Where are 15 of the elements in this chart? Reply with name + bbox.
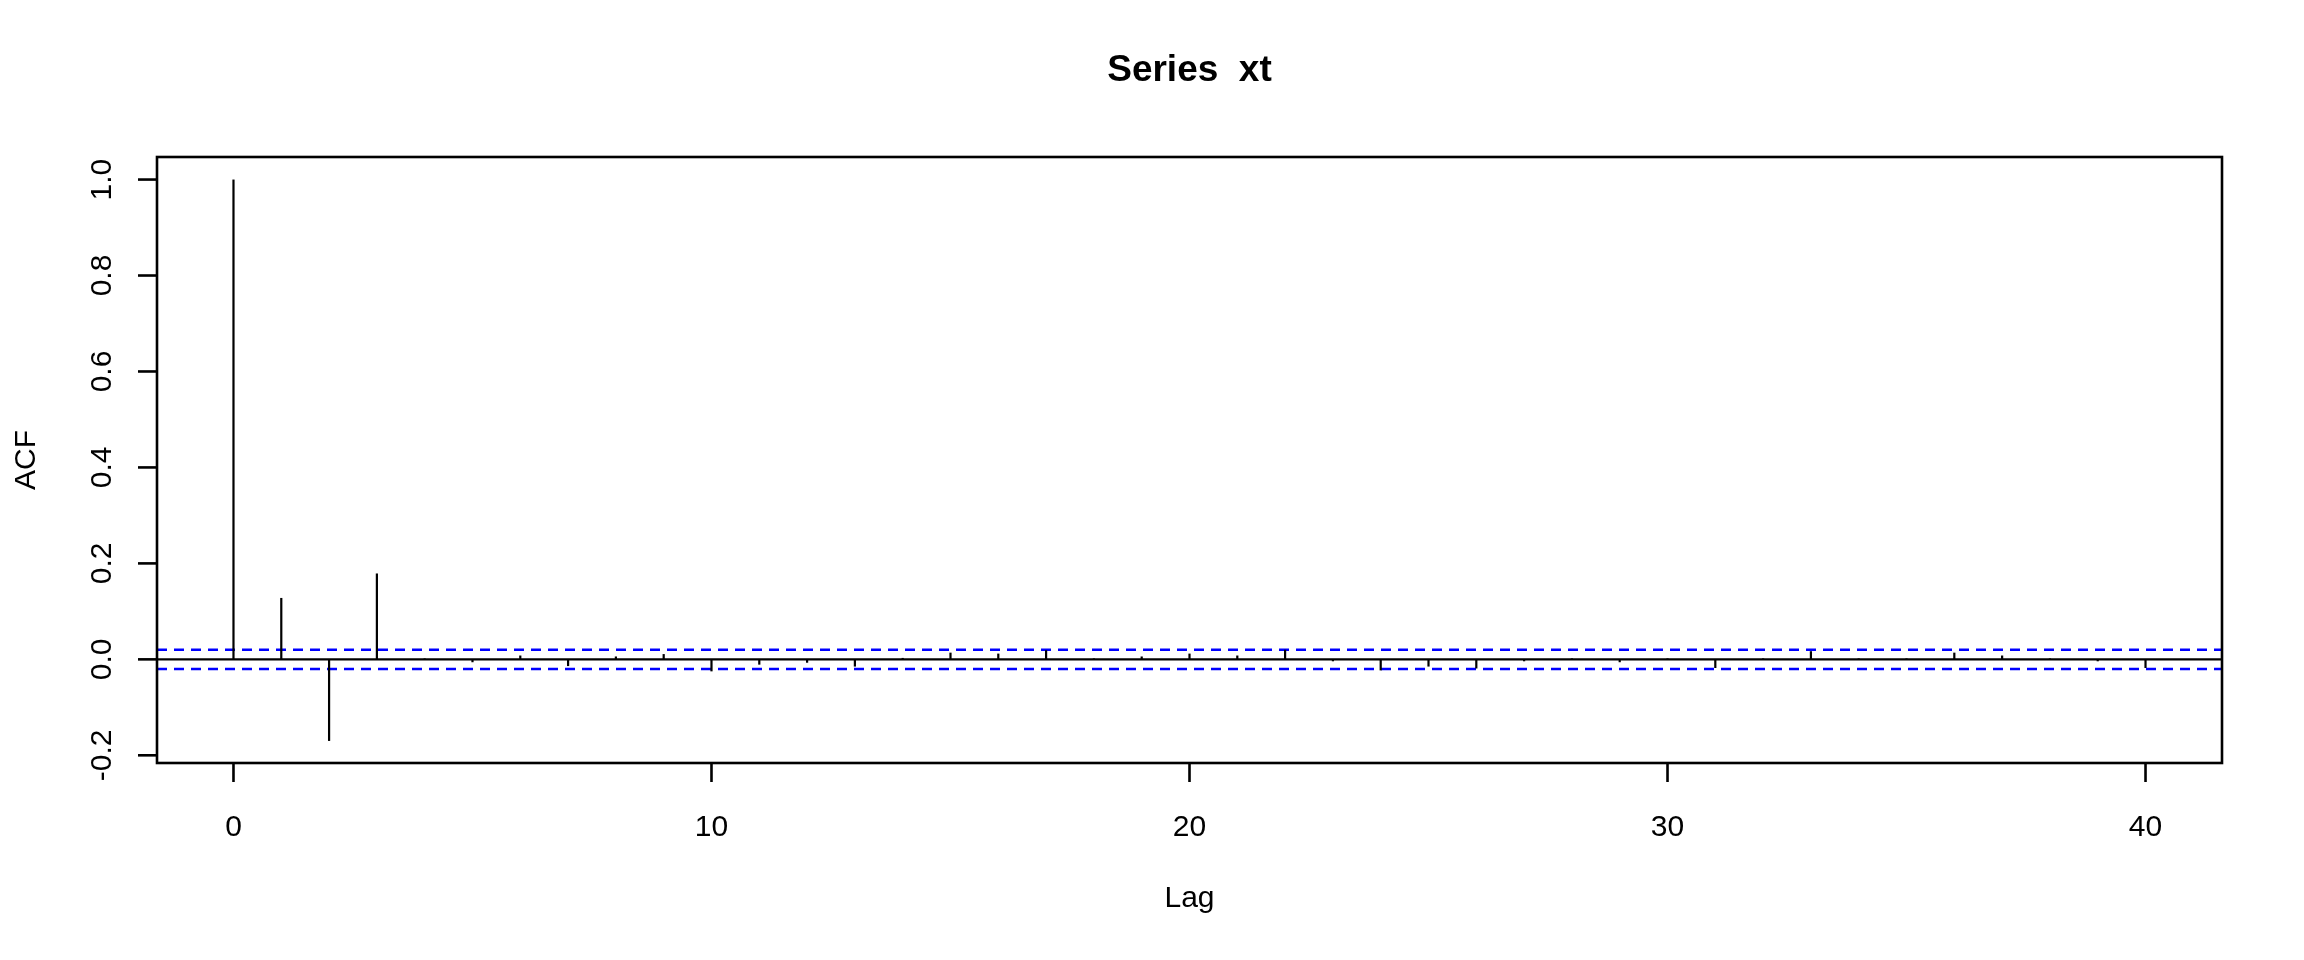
x-tick-label: 10 [694, 809, 729, 842]
x-tick-label: 20 [1172, 809, 1207, 842]
x-tick-label: 0 [225, 809, 242, 842]
y-tick-label: 1.0 [84, 158, 117, 201]
y-tick-label: 0.6 [84, 350, 117, 393]
x-tick-label: 30 [1650, 809, 1685, 842]
x-tick-label: 40 [2128, 809, 2163, 842]
x-axis-title: Lag [1164, 880, 1215, 913]
y-tick-label: 0.0 [84, 638, 117, 681]
y-tick-label: -0.2 [84, 729, 117, 782]
chart-title: Series xt [1107, 48, 1272, 89]
y-tick-label: 0.2 [84, 542, 117, 585]
y-axis-title: ACF [8, 430, 41, 490]
y-tick-label: 0.4 [84, 446, 117, 489]
y-tick-label: 0.8 [84, 254, 117, 297]
